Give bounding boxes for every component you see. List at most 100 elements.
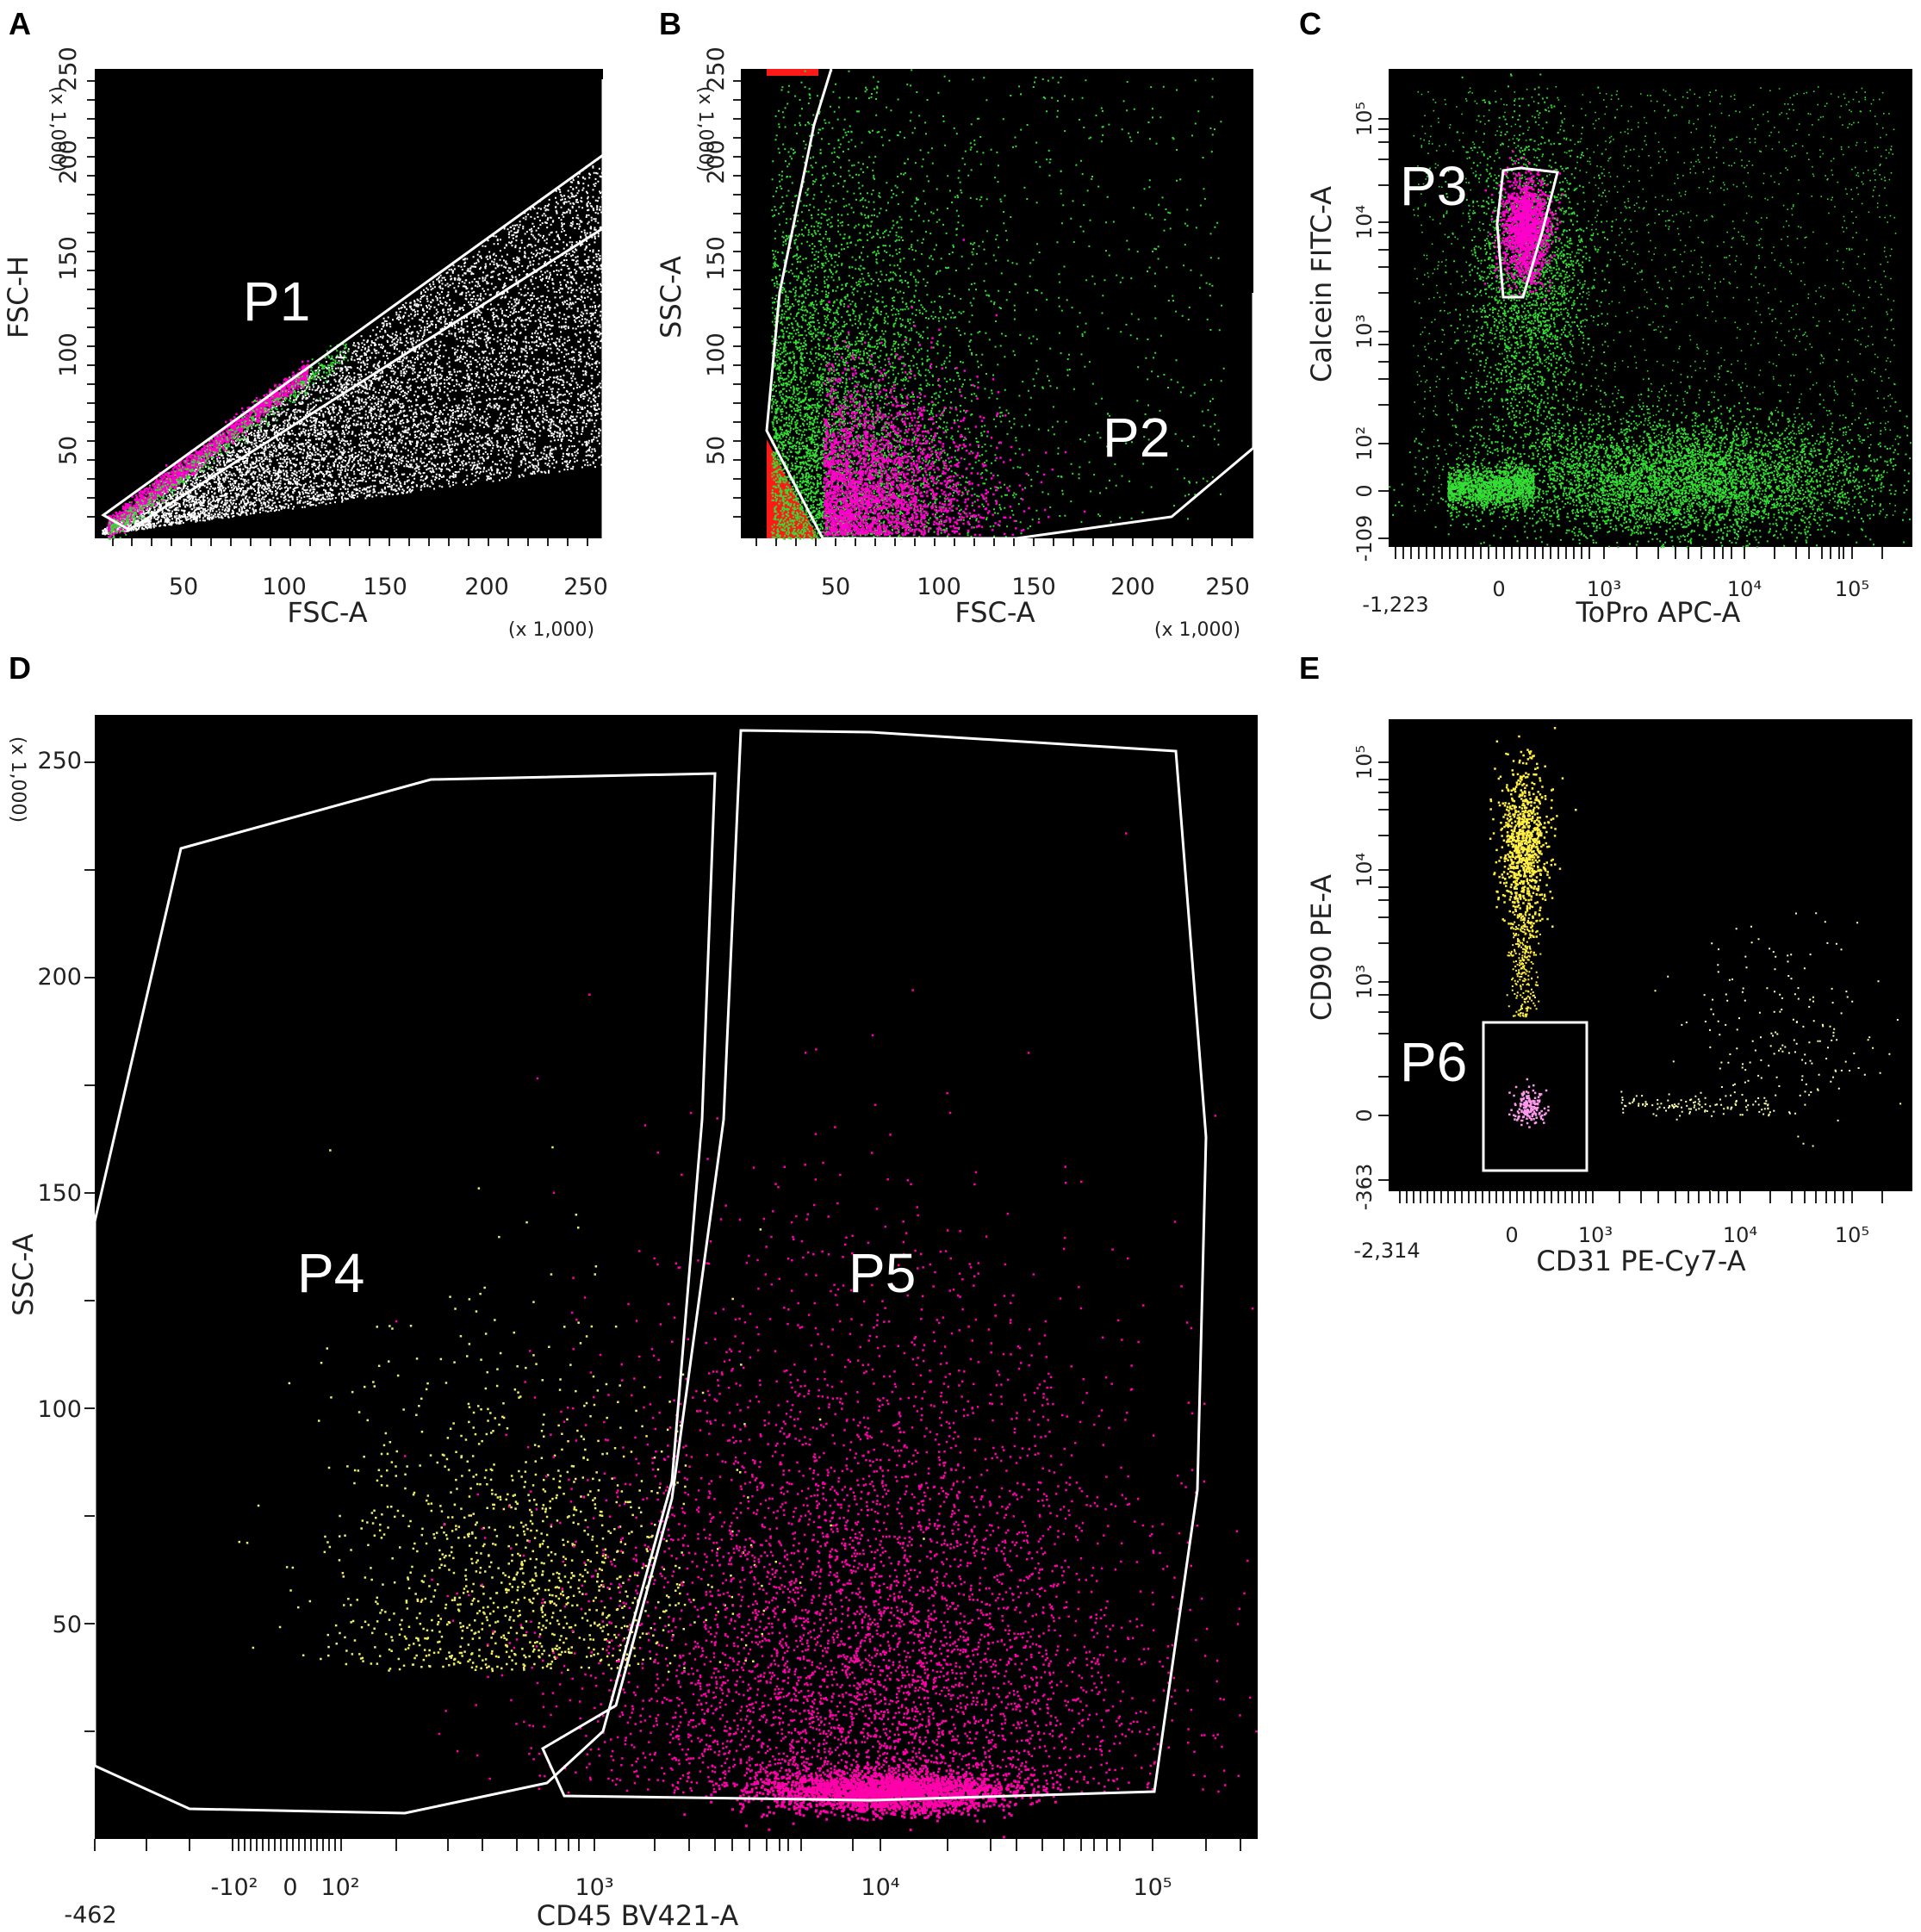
- panel-letter-b: B: [659, 6, 681, 41]
- panel-letter-a: A: [9, 6, 31, 41]
- dots-e: [1489, 727, 1902, 1193]
- ytick-e-4: 10⁵: [1352, 745, 1377, 780]
- dots-a-white: [102, 155, 605, 536]
- gate-label-p2: P2: [1103, 407, 1170, 469]
- ymult-d: (x 1,000): [7, 736, 28, 823]
- gate-p4: [93, 772, 717, 1815]
- xtick-d-6: 10⁵: [1133, 1874, 1172, 1901]
- ytick-d-2: 150: [37, 1180, 82, 1207]
- dots-b: [771, 69, 1225, 540]
- ytick-b-0: 50: [703, 436, 730, 465]
- gate-label-p6: P6: [1400, 1031, 1467, 1093]
- ytick-d-0: 50: [53, 1612, 82, 1638]
- xtick-a-1: 100: [262, 574, 307, 600]
- xlabel-c: ToPro APC-A: [1576, 596, 1741, 629]
- xtick-e-2: 10³: [1578, 1223, 1613, 1247]
- ytick-b-3: 200: [703, 140, 730, 184]
- ytick-c-4: 10⁴: [1352, 205, 1377, 239]
- xtick-c-0: -1,223: [1362, 593, 1428, 617]
- xtick-a-3: 200: [464, 574, 509, 600]
- xtick-b-4: 250: [1205, 574, 1250, 600]
- dots-a-green: [108, 339, 350, 540]
- xtick-d-4: 10³: [575, 1874, 613, 1901]
- ytick-a-1: 100: [55, 332, 82, 377]
- plot-area-d: [95, 715, 1258, 1839]
- xtick-d-5: 10⁴: [861, 1874, 899, 1901]
- panel-letter-d: D: [9, 650, 31, 686]
- ytick-b-1: 100: [703, 332, 730, 377]
- xtick-a-4: 250: [563, 574, 608, 600]
- plot-area-c: [1389, 69, 1912, 547]
- dots-c-green-main: [1389, 376, 1912, 549]
- ticks-b: [733, 80, 1233, 546]
- xmult-a: (x 1,000): [508, 619, 594, 641]
- plot-area-e: [1389, 719, 1912, 1191]
- ytick-d-3: 200: [37, 964, 82, 991]
- ytick-b-4: 250: [703, 47, 730, 91]
- ticks-d: [84, 761, 1241, 1851]
- panel-d: D P4 P5 -462 -10² 0 10² 10³ 10⁴ 10⁵ 50 1…: [7, 650, 1258, 1932]
- ytick-a-0: 50: [55, 436, 82, 465]
- ylabel-b: SSC-A: [655, 256, 687, 339]
- ytick-e-3: 10⁴: [1352, 853, 1377, 887]
- xtick-b-0: 50: [821, 574, 850, 600]
- gate-p3: [1495, 166, 1559, 299]
- gate-label-p4: P4: [297, 1242, 364, 1304]
- ytick-c-0: -109: [1352, 515, 1377, 562]
- ylabel-e: CD90 PE-A: [1305, 874, 1338, 1021]
- xlabel-e: CD31 PE-Cy7-A: [1536, 1245, 1745, 1277]
- xtick-c-4: 10⁵: [1835, 577, 1869, 601]
- ytick-e-2: 10³: [1352, 965, 1377, 999]
- xlabel-b: FSC-A: [954, 596, 1035, 629]
- ylabel-c: Calcein FITC-A: [1305, 186, 1338, 382]
- dots-c-green-sparse: [1413, 86, 1897, 519]
- dots-b-pink: [823, 239, 1088, 537]
- top-band-red-b: [767, 69, 818, 76]
- dots-e-pink: [1508, 1078, 1550, 1128]
- ytick-c-5: 10⁵: [1352, 102, 1377, 136]
- xtick-d-1: -10²: [211, 1874, 258, 1901]
- panel-c: C P3 -1,223 0 10³ 10⁴ 10⁵ -109 0 10² 10³…: [1299, 6, 1912, 629]
- xtick-a-0: 50: [169, 574, 198, 600]
- ytick-e-1: 0: [1352, 1109, 1377, 1121]
- panel-b: B P2 50 100 150 200 250 50 100 150 200 2…: [655, 6, 1255, 641]
- dots-c-green-upper: [1427, 73, 1660, 543]
- gate-p6: [1482, 1021, 1588, 1172]
- xtick-d-0: -462: [64, 1902, 116, 1929]
- gate-label-p3: P3: [1400, 155, 1467, 217]
- xtick-b-3: 200: [1110, 574, 1155, 600]
- ytick-d-1: 100: [37, 1396, 82, 1423]
- xtick-d-2: 0: [283, 1874, 297, 1901]
- gate-p2: [765, 68, 1255, 540]
- ymult-b: (x 1,000): [694, 86, 716, 172]
- ticks-c: [1378, 118, 1883, 559]
- ytick-a-3: 200: [55, 140, 82, 184]
- ticks-a: [87, 80, 588, 546]
- gate-p5: [541, 729, 1208, 1802]
- xtick-c-3: 10⁴: [1727, 577, 1762, 601]
- dots-d-magenta: [395, 832, 1258, 1794]
- ticks-e: [1378, 761, 1883, 1203]
- dots-a: [102, 155, 605, 540]
- dots-c: [1389, 73, 1912, 549]
- ytick-b-2: 150: [703, 236, 730, 281]
- xtick-a-2: 150: [363, 574, 407, 600]
- panel-letter-e: E: [1299, 650, 1320, 686]
- ytick-c-2: 10²: [1352, 426, 1377, 461]
- xtick-e-1: 0: [1505, 1223, 1518, 1247]
- dots-e-yellow: [1489, 727, 1577, 975]
- xtick-c-2: 10³: [1587, 577, 1621, 601]
- ylabel-d: SSC-A: [7, 1233, 40, 1316]
- xtick-b-2: 150: [1011, 574, 1056, 600]
- xlabel-a: FSC-A: [287, 596, 367, 629]
- ytick-e-0: -363: [1352, 1164, 1377, 1210]
- ytick-d-4: 250: [37, 748, 82, 774]
- gate-label-p1: P1: [243, 270, 310, 332]
- xtick-b-1: 100: [917, 574, 961, 600]
- ymult-a: (x 1,000): [47, 86, 68, 172]
- gate-label-p5: P5: [849, 1242, 916, 1304]
- xmult-b: (x 1,000): [1154, 619, 1240, 641]
- ytick-a-2: 150: [55, 236, 82, 281]
- panel-a: A P1 50 100 150 200 250 50 100 150 200 2…: [2, 6, 608, 641]
